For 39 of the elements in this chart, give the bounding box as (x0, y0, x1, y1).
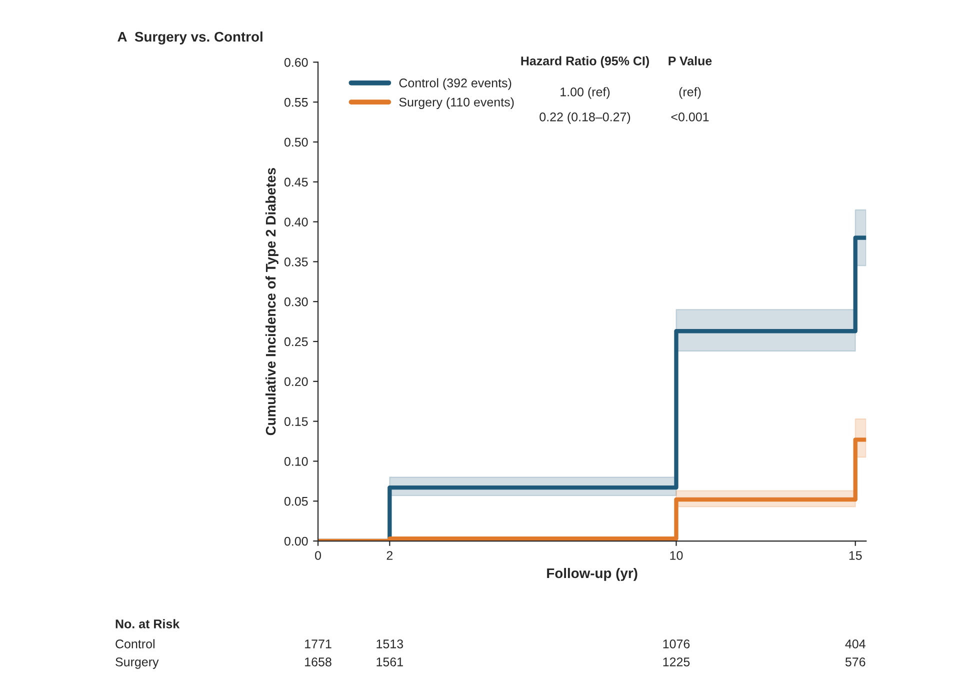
y-tick-label: 0.60 (284, 58, 308, 67)
text: Control (116, 639, 154, 648)
annotation: P Value (668, 56, 712, 66)
x-tick-label: 0 (315, 551, 321, 560)
x-axis-title: Follow-up (yr) (547, 568, 638, 581)
text: 1561 (376, 658, 403, 666)
legend-label: Control (392 events) (399, 78, 512, 90)
y-tick-label: 0.10 (284, 457, 308, 466)
y-tick-label: 0.35 (284, 257, 308, 266)
annotation: 0.22 (0.18–0.27) (540, 112, 630, 124)
x-tick-label: 15 (849, 551, 862, 560)
y-tick-label: 0.40 (284, 218, 308, 226)
text: 1771 (305, 640, 332, 648)
y-tick-label: 0.20 (284, 377, 308, 386)
y-axis-title: Cumulative Incidence of Type 2 Diabetes (265, 168, 278, 436)
text: 1225 (663, 658, 690, 666)
text: Surgery (116, 658, 159, 669)
text: 1513 (376, 640, 404, 648)
text: 576 (845, 658, 866, 666)
x-tick-label: 10 (670, 551, 683, 560)
x-tick-label: 2 (386, 551, 393, 560)
y-tick-label: 0.00 (284, 536, 308, 546)
y-tick-label: 0.45 (284, 178, 308, 187)
annotation: 1.00 (ref) (560, 87, 610, 99)
annotation: <0.001 (671, 112, 709, 122)
y-tick-label: 0.55 (284, 98, 308, 107)
y-tick-label: 0.25 (284, 337, 308, 346)
text: 404 (845, 640, 866, 648)
text: 1076 (663, 640, 690, 648)
text: 1658 (305, 658, 332, 666)
y-tick-label: 0.50 (284, 138, 308, 147)
text: No. at Risk (116, 619, 180, 628)
y-tick-label: 0.05 (284, 496, 308, 506)
legend-label: Surgery (110 events) (399, 97, 514, 110)
annotation: (ref) (679, 87, 701, 99)
y-tick-label: 0.30 (284, 297, 308, 306)
annotation: Hazard Ratio (95% CI) (521, 56, 649, 68)
y-tick-label: 0.15 (284, 417, 308, 426)
text: A Surgery vs. Control (118, 31, 262, 45)
